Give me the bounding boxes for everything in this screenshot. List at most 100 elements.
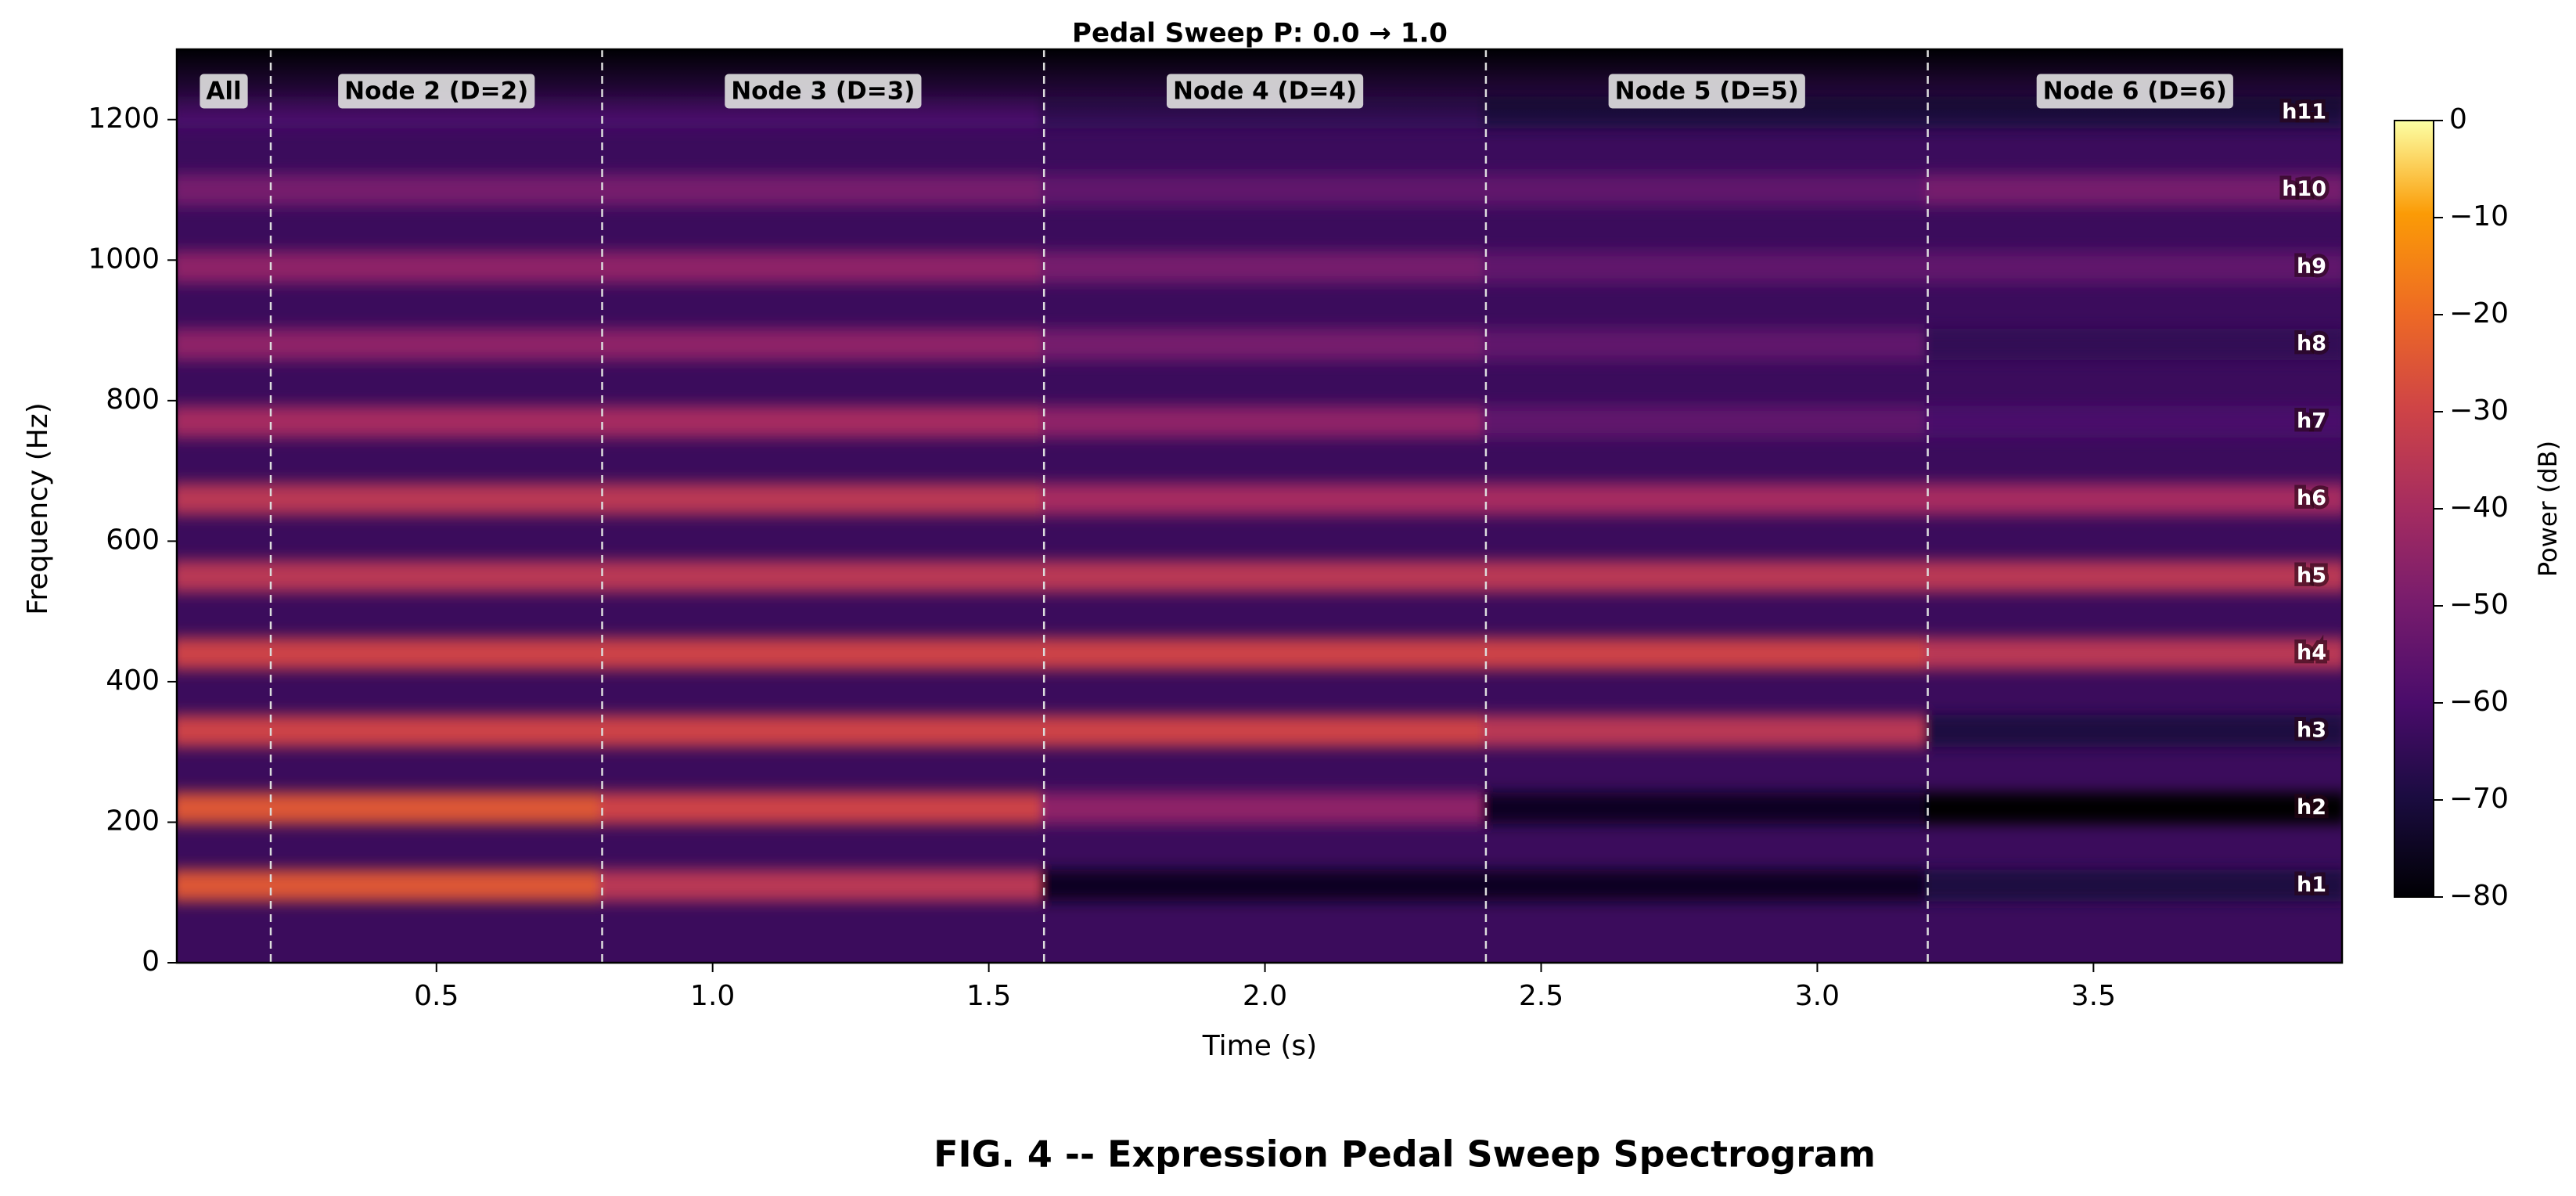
harmonic-band xyxy=(1924,870,2342,902)
colorbar-tick-label: −80 xyxy=(2449,880,2509,912)
harmonic-band xyxy=(1482,560,1931,593)
harmonic-label: h7 xyxy=(2297,409,2326,433)
harmonic-band xyxy=(599,560,1048,593)
harmonic-band xyxy=(267,792,606,824)
harmonic-label: h6 xyxy=(2297,486,2326,510)
node-label-box xyxy=(338,74,535,109)
x-tick-label: 1.5 xyxy=(966,980,1011,1012)
x-axis-label: Time (s) xyxy=(1202,1030,1317,1062)
node-label: All xyxy=(206,77,241,106)
plot-frame xyxy=(175,48,2344,964)
harmonic-label: h8 xyxy=(2297,332,2326,356)
harmonic-band xyxy=(1482,715,1931,747)
harmonic-band xyxy=(1924,715,2342,747)
harmonic-label: h10 xyxy=(2282,177,2326,201)
y-tick-label: 1200 xyxy=(88,103,160,135)
node-label-box xyxy=(2036,74,2233,109)
harmonic-band xyxy=(599,174,1048,206)
y-axis-label: Frequency (Hz) xyxy=(22,402,54,614)
harmonic-band xyxy=(1924,251,2342,283)
node-label: Node 3 (D=3) xyxy=(731,77,915,106)
harmonic-band xyxy=(599,328,1048,361)
harmonic-band xyxy=(177,637,274,670)
harmonic-band xyxy=(177,405,274,438)
chart-title: Pedal Sweep P: 0.0 → 1.0 xyxy=(1072,18,1448,49)
harmonic-band xyxy=(1482,483,1931,515)
harmonic-band xyxy=(267,637,606,670)
colorbar-tick-label: −50 xyxy=(2449,589,2509,621)
harmonic-band xyxy=(599,715,1048,747)
x-tick-label: 2.0 xyxy=(1243,980,1287,1012)
y-tick-label: 0 xyxy=(142,946,160,978)
harmonic-band xyxy=(1041,174,1489,206)
harmonic-band xyxy=(1041,715,1489,747)
colorbar-label: Power (dB) xyxy=(2533,441,2563,577)
harmonic-band xyxy=(177,328,274,361)
harmonic-band xyxy=(1041,792,1489,824)
colorbar-tick-label: −70 xyxy=(2449,783,2509,815)
caption: FIG. 4 -- Expression Pedal Sweep Spectro… xyxy=(934,1133,1876,1176)
harmonic-band xyxy=(1924,792,2342,824)
node-label: Node 6 (D=6) xyxy=(2043,77,2227,106)
harmonic-band xyxy=(1482,174,1931,206)
node-label-box xyxy=(1166,74,1364,109)
colorbar-tick-label: −20 xyxy=(2449,297,2509,330)
harmonic-label: h3 xyxy=(2297,718,2326,742)
harmonic-band xyxy=(1924,560,2342,593)
harmonic-band xyxy=(1041,870,1489,902)
harmonic-band xyxy=(267,560,606,593)
colorbar-tick-label: −30 xyxy=(2449,394,2509,427)
harmonic-band xyxy=(1924,328,2342,361)
harmonic-band xyxy=(599,405,1048,438)
harmonic-band xyxy=(177,560,274,593)
harmonic-band xyxy=(1482,251,1931,283)
harmonic-band xyxy=(1924,483,2342,515)
harmonic-band xyxy=(177,174,274,206)
harmonic-band xyxy=(599,483,1048,515)
harmonic-band xyxy=(1924,174,2342,206)
colorbar xyxy=(2394,120,2434,898)
harmonic-band xyxy=(1482,328,1931,361)
harmonic-label: h4 xyxy=(2297,641,2326,665)
y-tick-label: 400 xyxy=(106,665,160,697)
colorbar-tick-label: −10 xyxy=(2449,200,2509,232)
node-label-box xyxy=(725,74,922,109)
y-tick-label: 600 xyxy=(106,524,160,556)
harmonic-band xyxy=(599,637,1048,670)
harmonic-band xyxy=(1041,328,1489,361)
colorbar-tick-label: −60 xyxy=(2449,686,2509,718)
harmonic-band xyxy=(267,328,606,361)
y-tick-label: 800 xyxy=(106,384,160,416)
harmonic-band xyxy=(1482,870,1931,902)
harmonic-band xyxy=(599,792,1048,824)
harmonic-band xyxy=(267,715,606,747)
harmonic-band xyxy=(1482,405,1931,438)
harmonic-band xyxy=(267,174,606,206)
node-label: Node 4 (D=4) xyxy=(1173,77,1357,106)
colorbar-tick-label: −40 xyxy=(2449,492,2509,524)
harmonic-band xyxy=(267,483,606,515)
harmonic-band xyxy=(177,251,274,283)
x-tick-label: 2.5 xyxy=(1519,980,1563,1012)
plot-area: All Node 2 (D=2) Node 3 (D=3) Node 4 (D=4) N… xyxy=(177,49,2342,963)
harmonic-band xyxy=(1041,637,1489,670)
harmonic-band xyxy=(1041,405,1489,438)
harmonic-band xyxy=(1041,560,1489,593)
harmonic-label: h1 xyxy=(2297,873,2326,897)
harmonic-band xyxy=(1482,637,1931,670)
harmonic-band xyxy=(1041,483,1489,515)
harmonic-band xyxy=(267,405,606,438)
node-label-box xyxy=(200,74,248,109)
harmonic-label: h9 xyxy=(2297,254,2326,279)
node-label: Node 2 (D=2) xyxy=(344,77,528,106)
node-label: Node 5 (D=5) xyxy=(1615,77,1799,106)
y-tick-label: 200 xyxy=(106,805,160,837)
harmonic-band xyxy=(177,483,274,515)
x-tick-label: 3.0 xyxy=(1795,980,1840,1012)
node-label-box xyxy=(1608,74,1805,109)
x-tick-label: 0.5 xyxy=(414,980,459,1012)
harmonic-band xyxy=(177,715,274,747)
harmonic-label: h11 xyxy=(2282,99,2326,124)
harmonic-band xyxy=(1482,792,1931,824)
